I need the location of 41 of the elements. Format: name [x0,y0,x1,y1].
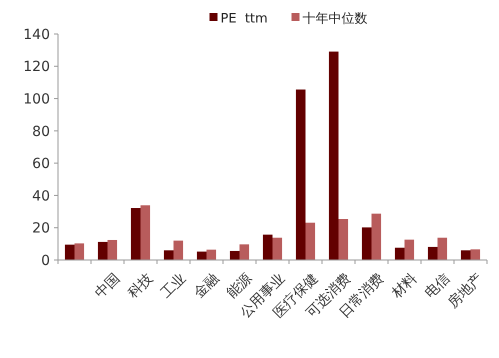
bar [272,238,282,260]
legend-label: PE ttm [220,12,268,27]
x-tick-label: 金融 [191,270,222,302]
bar [130,208,140,260]
bar [428,246,438,260]
bar [438,238,448,260]
y-tick-label: 120 [23,59,50,76]
bar [164,250,174,260]
bar [140,205,150,260]
bar [230,250,240,260]
bar [262,234,272,260]
bar [174,240,184,260]
bar [306,222,316,260]
x-tick-label: 工业 [158,270,190,302]
bar [394,248,404,260]
y-tick-label: 60 [32,156,50,172]
bar [460,250,470,260]
y-tick-label: 140 [23,26,50,43]
bar [206,250,216,260]
bar [240,244,250,260]
x-tick-label: 材料 [388,270,420,302]
y-tick-label: 80 [32,124,50,140]
bar [74,243,84,260]
x-tick-label: 中国 [92,270,124,302]
x-tick-label: 科技 [125,270,156,302]
bar [108,240,118,260]
legend-label: 十年中位数 [302,12,368,27]
bar [470,249,480,260]
y-tick-label: 20 [32,220,50,237]
bar [362,227,372,260]
bar [196,252,206,260]
bar [98,242,108,260]
bar [328,52,338,260]
bar [64,244,74,260]
y-tick-label: 100 [23,91,50,108]
y-tick-label: 40 [32,188,50,204]
bar [296,90,306,260]
y-tick-label: 0 [41,252,50,269]
bar [404,240,414,260]
bar [338,218,348,260]
bar [372,214,382,260]
